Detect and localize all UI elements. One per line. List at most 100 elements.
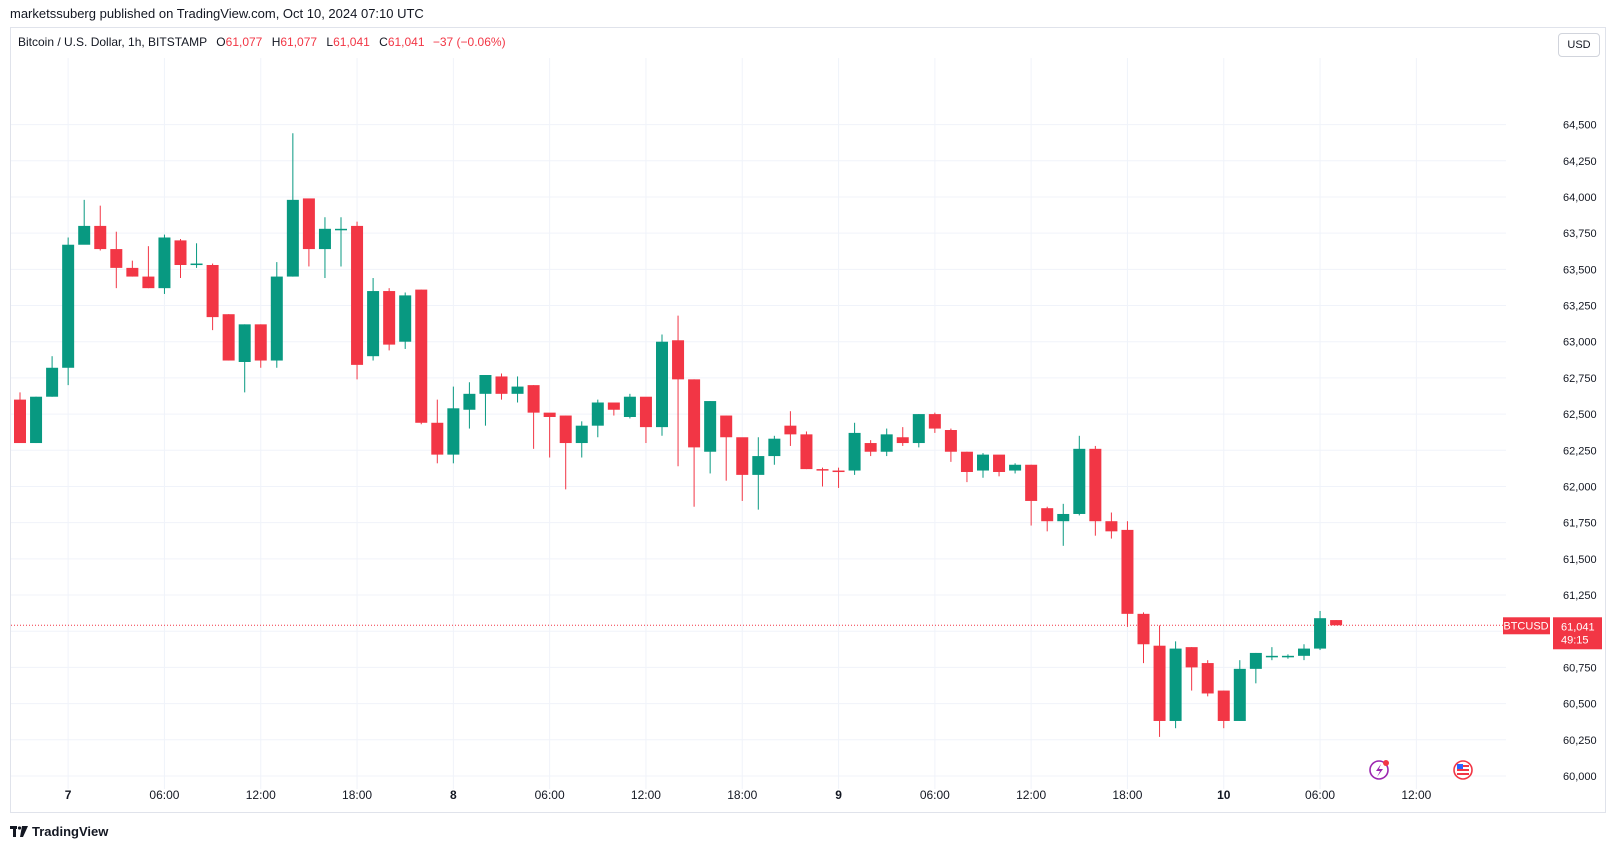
candle-body: [880, 434, 893, 452]
candle-body: [704, 401, 717, 452]
y-tick-label: 62,250: [1563, 445, 1597, 457]
candle: [1169, 641, 1182, 729]
candle-body: [1330, 620, 1343, 626]
candle-body: [639, 396, 652, 428]
candle-body: [302, 198, 315, 250]
lightning-event-icon[interactable]: [1369, 760, 1389, 780]
candle: [1217, 690, 1230, 729]
candle-body: [912, 414, 925, 444]
candle: [993, 454, 1006, 477]
candle: [62, 237, 75, 386]
candle: [206, 263, 219, 331]
y-tick-label: 63,000: [1563, 337, 1597, 349]
candle-body: [351, 225, 364, 365]
symbol-label[interactable]: Bitcoin / U.S. Dollar, 1h, BITSTAMP: [18, 35, 207, 49]
footer-brand[interactable]: TradingView: [10, 824, 108, 839]
candle-body: [1298, 648, 1310, 656]
candle: [864, 440, 877, 457]
candle: [1041, 506, 1054, 532]
x-tick-label: 18:00: [342, 788, 372, 802]
candle: [238, 324, 251, 393]
price-tag-countdown: 49:15: [1561, 634, 1589, 646]
x-tick-label: 06:00: [920, 788, 950, 802]
price-tag-ticker: BTCUSD: [1503, 620, 1548, 632]
candle: [1233, 660, 1246, 721]
publisher-line: marketssuberg published on TradingView.c…: [10, 6, 424, 21]
candle-body: [928, 414, 941, 429]
candle: [977, 453, 989, 478]
candle-body: [511, 386, 524, 394]
x-tick-label: 18:00: [1112, 788, 1142, 802]
candle: [1298, 644, 1310, 661]
candle: [447, 386, 460, 464]
candle: [399, 292, 412, 349]
y-tick-label: 60,500: [1563, 699, 1597, 711]
y-tick-label: 64,000: [1563, 192, 1597, 204]
candle-body: [463, 393, 476, 410]
candle: [110, 231, 123, 289]
candle-body: [190, 263, 203, 266]
candle: [495, 373, 508, 400]
candle: [302, 198, 315, 267]
candle: [928, 412, 941, 433]
candle: [752, 437, 765, 510]
candle-body: [672, 340, 685, 380]
candle-body: [206, 264, 219, 318]
candle: [254, 324, 267, 368]
change-value: −37 (−0.06%): [432, 35, 506, 49]
grid-layer: [11, 58, 1506, 789]
x-tick-label: 7: [65, 788, 72, 802]
candle: [1009, 463, 1022, 474]
candle: [158, 234, 171, 294]
candle-body: [238, 324, 251, 362]
candle: [383, 288, 396, 351]
low-label: L: [326, 35, 334, 49]
x-tick-label: 10: [1217, 788, 1231, 802]
chart-frame: [10, 27, 1606, 813]
candle: [351, 221, 364, 380]
candle-body: [254, 324, 267, 361]
candle-body: [367, 291, 380, 357]
candle: [768, 435, 781, 465]
y-tick-label: 61,500: [1563, 554, 1597, 566]
candle-body: [832, 470, 845, 473]
candle: [14, 392, 26, 444]
candle-body: [720, 415, 733, 438]
candle-body: [1025, 464, 1038, 501]
candle-body: [399, 295, 412, 342]
candle: [816, 467, 829, 487]
currency-button[interactable]: USD: [1558, 33, 1600, 57]
candle: [784, 411, 797, 446]
candle: [720, 415, 733, 481]
candle: [704, 401, 717, 474]
x-tick-label: 12:00: [246, 788, 276, 802]
y-tick-label: 64,250: [1563, 156, 1597, 168]
candle: [1121, 521, 1134, 627]
candle: [463, 382, 476, 429]
candle: [126, 260, 139, 277]
us-flag-event-icon[interactable]: [1453, 760, 1473, 780]
candle-body: [768, 438, 781, 457]
candle-body: [656, 341, 668, 428]
candle: [511, 376, 524, 403]
y-tick-label: 61,750: [1563, 518, 1597, 530]
x-tick-label: 06:00: [535, 788, 565, 802]
candle-body: [1281, 655, 1294, 658]
chart-legend: Bitcoin / U.S. Dollar, 1h, BITSTAMP O 61,…: [18, 35, 506, 49]
candle: [672, 315, 685, 467]
candle-body: [1105, 521, 1118, 532]
x-tick-label: 9: [835, 788, 842, 802]
candle-body: [1314, 618, 1327, 649]
candle: [832, 467, 845, 488]
y-tick-label: 60,250: [1563, 735, 1597, 747]
open-label: O: [216, 35, 226, 49]
candle-body: [94, 225, 107, 250]
candle-body: [286, 199, 299, 277]
high-value: 61,077: [280, 35, 318, 49]
candle: [335, 217, 347, 267]
candle-body: [784, 425, 797, 435]
candle: [415, 289, 428, 425]
candle: [575, 421, 588, 458]
candle-body: [623, 396, 636, 417]
